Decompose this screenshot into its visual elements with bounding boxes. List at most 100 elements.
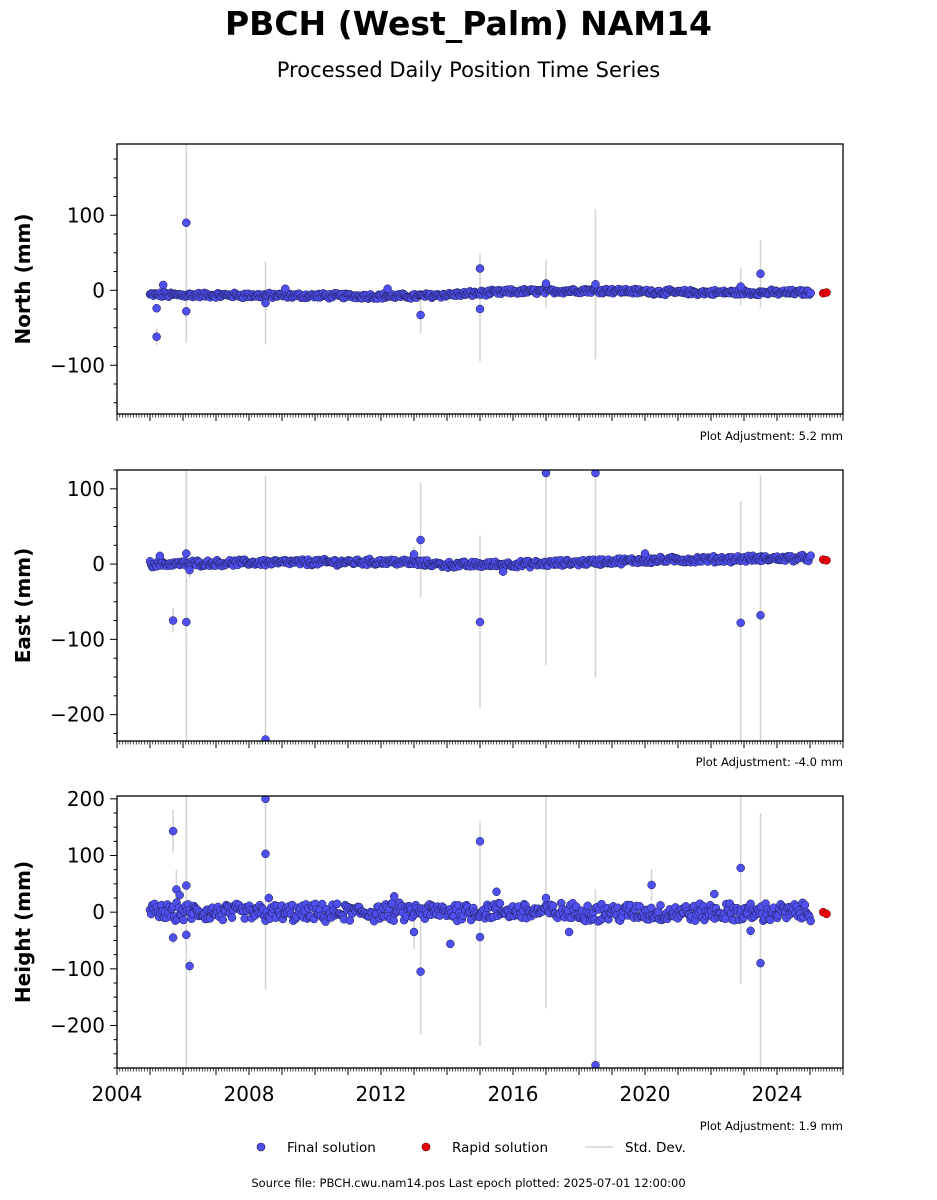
- final-outlier-point: [541, 470, 551, 478]
- final-outlier-point: [168, 826, 178, 836]
- rapid-point: [822, 288, 831, 297]
- y-tick-label: −200: [50, 703, 105, 727]
- y-tick-label: 200: [67, 787, 105, 811]
- final-outlier-point: [591, 1060, 600, 1068]
- y-tick-label: 0: [92, 900, 105, 924]
- final-outlier-point: [756, 269, 765, 278]
- final-point: [571, 902, 581, 911]
- source-footer: Source file: PBCH.cwu.nam14.pos Last epo…: [251, 1176, 686, 1190]
- page-title: PBCH (West_Palm) NAM14: [224, 4, 713, 43]
- final-outlier-point: [261, 849, 270, 859]
- plot-adjustment-label: Plot Adjustment: 5.2 mm: [700, 429, 843, 443]
- final-outlier-point: [746, 926, 755, 936]
- final-outlier-point: [182, 549, 191, 558]
- final-solution-series: [145, 550, 815, 572]
- plot-adjustment-label: Plot Adjustment: 1.9 mm: [700, 1119, 843, 1133]
- final-outlier-point: [416, 535, 425, 545]
- y-axis-label: North (mm): [11, 213, 35, 344]
- legend-final-label: Final solution: [287, 1140, 376, 1156]
- legend-rapid-label: Rapid solution: [452, 1140, 548, 1156]
- legend-final-marker: [256, 1142, 266, 1152]
- plot-adjustment-label: Plot Adjustment: -4.0 mm: [696, 755, 843, 769]
- final-outlier-point: [591, 280, 600, 289]
- final-outlier-point: [182, 881, 191, 890]
- final-outlier-point: [261, 298, 270, 308]
- x-tick-label: 2004: [92, 1082, 143, 1106]
- y-axis-label: East (mm): [11, 548, 35, 664]
- x-tick-label: 2008: [224, 1082, 275, 1106]
- y-tick-label: −100: [50, 353, 105, 377]
- y-tick-label: 0: [92, 278, 105, 302]
- final-point: [806, 288, 815, 298]
- plot-area: [145, 144, 831, 362]
- final-point: [179, 915, 188, 925]
- final-outlier-point: [416, 310, 425, 320]
- final-point: [806, 916, 815, 926]
- final-outlier-point: [168, 616, 178, 625]
- final-outlier-point: [640, 549, 650, 558]
- panel-3: −200 −100 0 100 200 2004 2008 2012 2016 2020 2024 H…: [11, 787, 844, 1133]
- plot-area: [145, 470, 831, 741]
- final-outlier-point: [541, 279, 551, 288]
- final-outlier-point: [185, 961, 194, 971]
- final-outlier-point: [647, 880, 656, 890]
- final-outlier-point: [182, 617, 191, 627]
- final-outlier-point: [756, 958, 765, 968]
- final-outlier-point: [710, 889, 719, 899]
- final-outlier-point: [736, 863, 745, 873]
- final-outlier-point: [756, 611, 765, 620]
- final-outlier-point: [168, 933, 178, 942]
- final-outlier-point: [261, 796, 270, 804]
- final-outlier-point: [498, 567, 508, 576]
- x-tick-label: 2024: [752, 1082, 803, 1106]
- y-tick-label: 0: [92, 552, 105, 576]
- y-tick-label: −100: [50, 627, 105, 651]
- final-outlier-point: [475, 617, 485, 627]
- final-outlier-point: [409, 927, 419, 937]
- final-outlier-point: [264, 893, 274, 903]
- final-point: [800, 900, 810, 910]
- final-point: [656, 901, 665, 910]
- y-tick-label: −200: [50, 1014, 105, 1038]
- final-solution-series: [145, 284, 815, 303]
- final-point: [389, 916, 398, 925]
- legend: Final solution Rapid solution Std. Dev.: [256, 1140, 686, 1156]
- final-outlier-point: [389, 892, 399, 901]
- final-outlier-point: [175, 890, 184, 900]
- legend-std-label: Std. Dev.: [625, 1140, 686, 1156]
- final-outlier-point: [475, 932, 485, 942]
- final-outlier-point: [492, 887, 501, 897]
- final-outlier-point: [475, 264, 485, 273]
- x-tick-label: 2016: [488, 1082, 539, 1106]
- rapid-point: [822, 909, 831, 919]
- final-outlier-point: [736, 618, 745, 628]
- y-axis-label: Height (mm): [11, 861, 35, 1003]
- x-tick-label: 2012: [356, 1082, 407, 1106]
- final-solution-series: [145, 898, 815, 926]
- final-outlier-point: [281, 284, 290, 293]
- final-outlier-point: [185, 565, 194, 575]
- y-tick-label: 100: [67, 844, 105, 868]
- panel-1: −100 0 100 North (mm) Plot Adjustment: 5.2 m…: [11, 143, 844, 443]
- final-outlier-point: [736, 282, 745, 291]
- rapid-point: [822, 556, 831, 565]
- final-point: [806, 551, 815, 560]
- final-outlier-point: [564, 927, 574, 937]
- legend-rapid-marker: [421, 1142, 431, 1152]
- panel-2: −200 −100 0 100 East (mm) Plot Adjustment: -4…: [11, 469, 844, 769]
- final-outlier-point: [182, 930, 191, 940]
- final-outlier-point: [261, 735, 270, 741]
- plot-area: [145, 796, 831, 1068]
- final-outlier-point: [541, 893, 551, 903]
- final-outlier-point: [591, 470, 600, 478]
- final-point: [495, 899, 505, 908]
- final-outlier-point: [152, 304, 161, 313]
- y-tick-label: −100: [50, 957, 105, 981]
- final-outlier-point: [416, 967, 425, 976]
- x-tick-label: 2020: [620, 1082, 671, 1106]
- final-point: [218, 915, 228, 925]
- final-outlier-point: [383, 284, 392, 293]
- final-outlier-point: [182, 307, 191, 316]
- final-point: [548, 901, 558, 910]
